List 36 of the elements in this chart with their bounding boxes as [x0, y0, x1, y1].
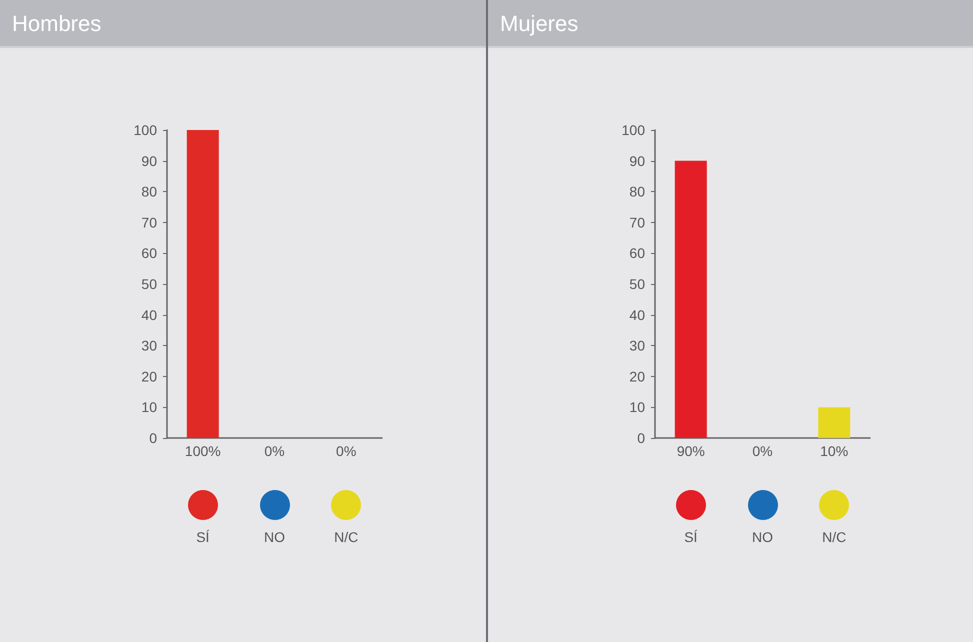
- x-tick-label: N/C: [822, 529, 846, 545]
- y-tick-label: 70: [141, 214, 158, 230]
- data-label: 100%: [184, 443, 221, 459]
- y-tick-label: 0: [637, 430, 646, 446]
- y-tick-label: 60: [141, 245, 158, 262]
- y-tick-label: 60: [629, 245, 646, 262]
- y-tick-label: 100: [622, 122, 646, 138]
- data-label: 90%: [676, 443, 705, 459]
- chart-title: Hombres: [0, 0, 486, 48]
- x-tick-label: NO: [264, 529, 286, 545]
- y-tick-label: 50: [141, 276, 158, 292]
- x-tick-label: N/C: [334, 529, 358, 545]
- data-label: 0%: [752, 443, 773, 459]
- chart-title: Mujeres: [488, 0, 973, 48]
- y-tick-label: 90: [629, 152, 646, 169]
- y-tick-label: 70: [629, 214, 646, 230]
- y-tick-label: 10: [141, 399, 158, 416]
- x-tick-label: SÍ: [684, 529, 698, 545]
- y-tick-label: 50: [629, 276, 646, 292]
- y-tick-label: 40: [141, 306, 158, 323]
- x-tick-label: NO: [752, 529, 774, 545]
- y-tick-label: 40: [629, 306, 646, 323]
- y-tick-label: 80: [629, 184, 646, 200]
- x-tick-label: SÍ: [196, 529, 210, 545]
- y-tick-label: 30: [629, 338, 646, 354]
- y-tick-label: 20: [629, 368, 646, 384]
- y-tick-label: 0: [149, 430, 158, 446]
- y-tick-label: 100: [134, 122, 158, 138]
- y-tick-label: 90: [141, 152, 158, 169]
- data-label: 10%: [820, 443, 848, 459]
- data-label: 0%: [264, 443, 285, 459]
- y-tick-label: 30: [141, 338, 158, 354]
- data-label: 0%: [336, 443, 356, 459]
- y-tick-label: 80: [141, 184, 158, 200]
- y-tick-label: 10: [629, 399, 646, 416]
- y-tick-label: 20: [141, 368, 158, 384]
